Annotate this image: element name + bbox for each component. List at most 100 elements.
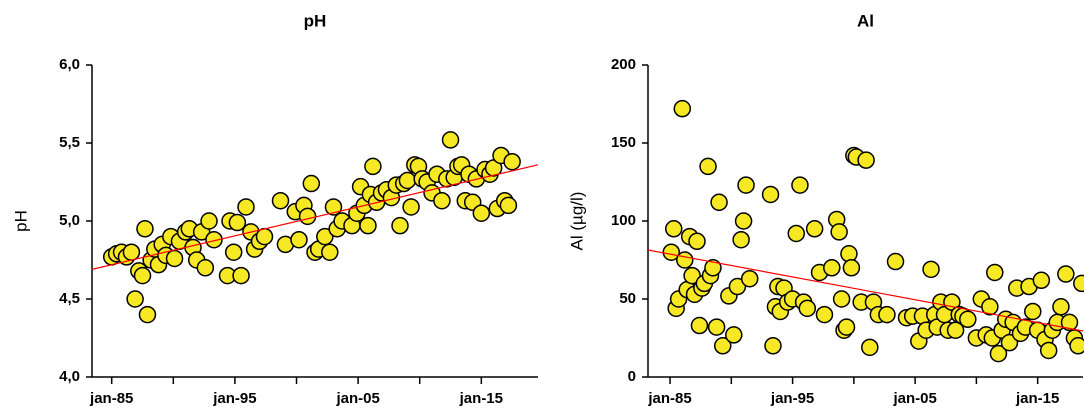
point (138, 305, 157, 324)
point (205, 230, 223, 249)
point (683, 266, 701, 285)
y-tick-label: 5,0 (59, 212, 80, 229)
y-tick-label: 4,0 (59, 368, 80, 385)
x-tick-label: jan-85 (647, 390, 691, 407)
y-tick-label: 50 (619, 290, 636, 307)
point (1073, 274, 1084, 293)
point (290, 230, 308, 249)
point (324, 198, 343, 216)
point (200, 212, 218, 230)
x-tick-label: jan-15 (1015, 390, 1059, 407)
point (298, 207, 317, 226)
point (302, 174, 321, 193)
point (805, 220, 824, 238)
point (1024, 302, 1042, 321)
y-axis-label: pH (11, 210, 30, 232)
point (402, 198, 420, 216)
point (830, 223, 848, 241)
point (165, 249, 184, 268)
point (713, 337, 732, 355)
trend-line (91, 164, 539, 270)
point (664, 220, 683, 238)
x-tick-label: jan-05 (892, 390, 936, 407)
y-tick-label: 100 (611, 212, 636, 229)
x-tick-label: jan-05 (335, 390, 379, 407)
point (133, 266, 152, 285)
point (791, 176, 809, 194)
point (764, 337, 782, 355)
point (981, 298, 999, 316)
point (136, 220, 154, 238)
point (710, 193, 728, 212)
point (1032, 271, 1051, 290)
point (1069, 337, 1084, 355)
point (237, 198, 255, 216)
point (673, 99, 692, 118)
point (840, 245, 858, 263)
point (986, 263, 1004, 282)
point (989, 344, 1008, 363)
chart-title: pH (304, 11, 327, 30)
x-tick-label: jan-95 (770, 390, 814, 407)
point (861, 338, 879, 357)
y-tick-label: 0 (628, 368, 636, 385)
point (662, 243, 681, 261)
point (878, 305, 896, 324)
point (1000, 333, 1019, 352)
point (122, 243, 141, 261)
point (126, 290, 144, 308)
point (922, 260, 940, 279)
point (321, 243, 339, 261)
point (1052, 298, 1070, 316)
point (364, 157, 382, 176)
point (857, 151, 875, 169)
point (815, 305, 834, 324)
point (676, 251, 694, 269)
point (734, 212, 753, 230)
y-tick-label: 6,0 (59, 56, 80, 73)
point (503, 152, 521, 171)
point (391, 216, 409, 235)
point (690, 316, 709, 335)
point (255, 227, 274, 246)
point (740, 269, 759, 288)
trend-line (647, 249, 1084, 332)
point (1060, 313, 1079, 332)
point (823, 259, 841, 277)
point (271, 191, 290, 210)
point (228, 213, 247, 232)
y-tick-label: 150 (611, 134, 636, 151)
point (196, 259, 215, 277)
point (688, 232, 706, 251)
y-tick-label: 5,5 (59, 134, 80, 151)
point (1057, 265, 1075, 283)
chart-title: Al (857, 11, 874, 30)
point (737, 176, 755, 194)
point (842, 259, 861, 277)
point (837, 318, 856, 336)
y-tick-label: 4,5 (59, 290, 80, 307)
point (787, 224, 806, 243)
point (761, 185, 780, 204)
point (433, 191, 451, 210)
point (316, 227, 334, 246)
point (472, 204, 491, 222)
point (704, 259, 722, 277)
x-tick-label: jan-85 (89, 390, 133, 407)
point (499, 196, 518, 215)
y-tick-label: 200 (611, 56, 636, 73)
point (224, 243, 243, 261)
y-axis-label: Al (µg/l) (567, 192, 586, 251)
point (1039, 341, 1058, 360)
point (359, 216, 377, 235)
point (699, 157, 717, 176)
point (732, 230, 750, 249)
point (725, 326, 743, 344)
point (959, 310, 977, 329)
x-tick-label: jan-15 (459, 390, 503, 407)
point (798, 299, 817, 318)
point (886, 252, 905, 271)
point (441, 131, 460, 149)
